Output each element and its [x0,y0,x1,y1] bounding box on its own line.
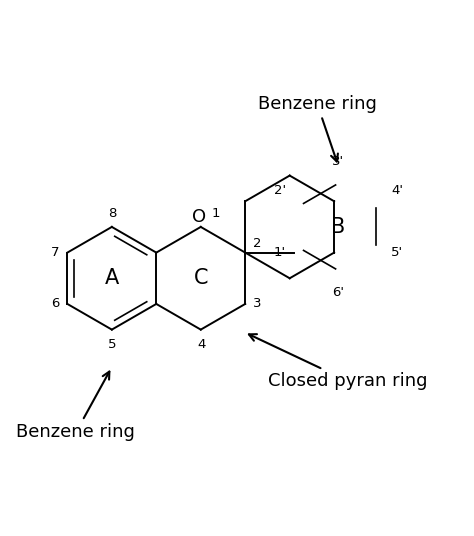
Text: 5: 5 [108,338,116,351]
Text: Benzene ring: Benzene ring [17,371,136,442]
Text: Closed pyran ring: Closed pyran ring [249,334,428,390]
Text: 6': 6' [332,286,345,300]
Text: 5': 5' [391,246,403,259]
Text: A: A [105,269,119,288]
Text: 7: 7 [51,246,59,259]
Text: 6: 6 [51,297,59,310]
Text: C: C [193,269,208,288]
Text: 2: 2 [254,236,262,250]
Text: 1': 1' [273,246,286,259]
Text: 2': 2' [273,184,286,197]
Text: 3: 3 [254,297,262,310]
Text: 1: 1 [212,207,220,220]
Text: 3': 3' [332,155,345,168]
Text: 4: 4 [198,338,206,351]
Text: O: O [191,208,206,226]
Text: 4': 4' [391,184,403,197]
Text: B: B [331,217,346,237]
Text: Benzene ring: Benzene ring [258,95,377,161]
Text: 8: 8 [108,207,116,220]
